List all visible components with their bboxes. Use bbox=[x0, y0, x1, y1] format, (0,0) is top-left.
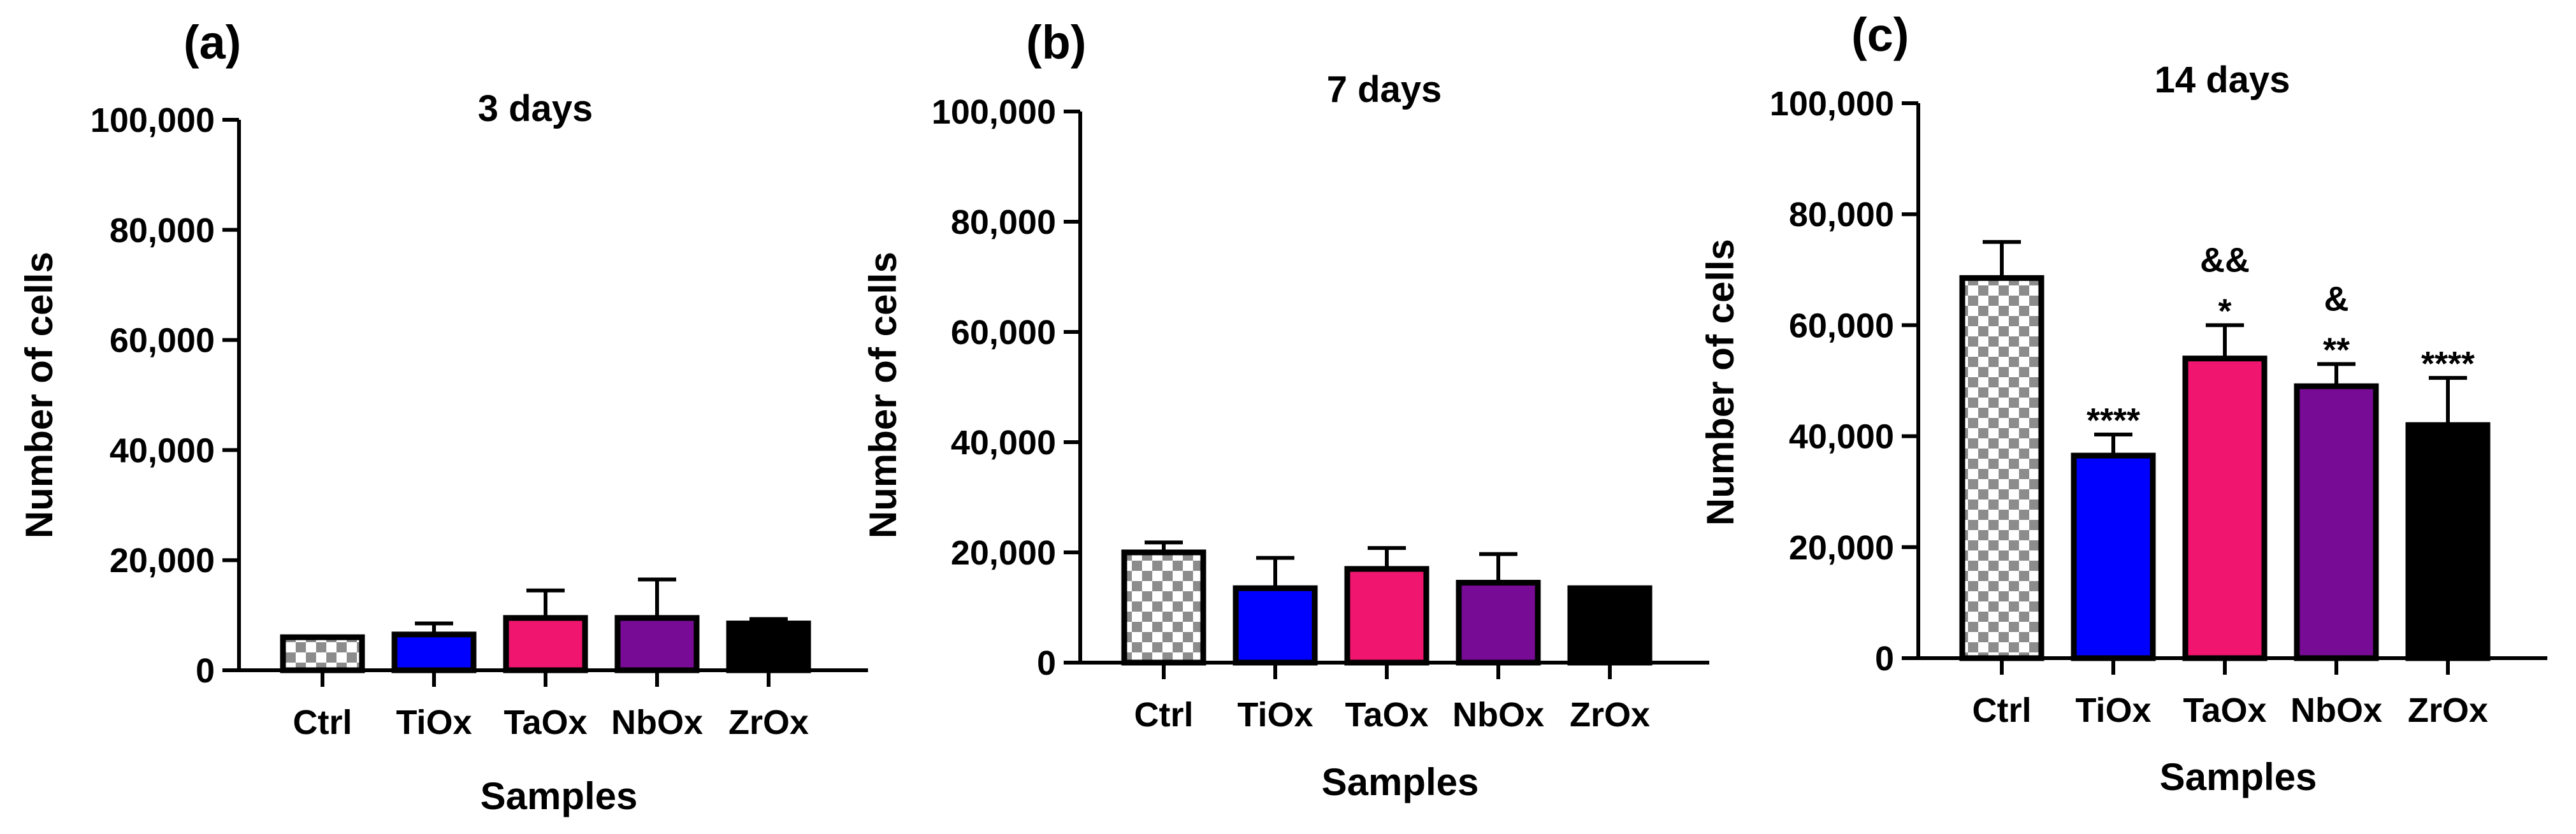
y-tick-label: 100,000 bbox=[932, 93, 1056, 131]
y-tick-label: 60,000 bbox=[110, 322, 215, 360]
x-tick-label: TaOx bbox=[503, 703, 587, 742]
y-tick-label: 60,000 bbox=[1789, 306, 1894, 345]
bar bbox=[614, 615, 700, 673]
panel-a: (a) 3 days Number of cells Samples 0 20,0… bbox=[18, 16, 868, 817]
significance-label: **** bbox=[2087, 401, 2140, 440]
y-tick-label: 0 bbox=[1875, 640, 1894, 678]
significance-label: && bbox=[2200, 241, 2250, 279]
y-tick-label: 100,000 bbox=[90, 101, 215, 140]
y-axis-title-c: Number of cells bbox=[1699, 239, 1742, 526]
y-tick-label: 20,000 bbox=[110, 542, 215, 580]
chart-title-c: 14 days bbox=[2155, 59, 2290, 101]
y-tick-label: 80,000 bbox=[1789, 196, 1894, 234]
bar bbox=[280, 634, 365, 673]
panel-c: (c) 14 days Number of cells Samples 0 20,… bbox=[1699, 8, 2547, 798]
bar bbox=[1344, 566, 1429, 666]
bar bbox=[503, 615, 588, 673]
x-tick-label: NbOx bbox=[1452, 696, 1544, 734]
x-tick-label: Ctrl bbox=[293, 703, 352, 742]
bar bbox=[726, 621, 811, 673]
x-tick-label: NbOx bbox=[2290, 691, 2382, 730]
panel-label-a: (a) bbox=[184, 16, 241, 69]
bar bbox=[1456, 580, 1541, 666]
y-tick-label: 40,000 bbox=[110, 431, 215, 470]
significance-label: & bbox=[2324, 280, 2349, 318]
x-tick-label: TiOx bbox=[1237, 696, 1313, 734]
y-tick-label: 0 bbox=[1037, 644, 1056, 682]
y-tick-label: 0 bbox=[196, 652, 215, 690]
x-tick-label: Ctrl bbox=[1134, 696, 1194, 734]
bar bbox=[1121, 549, 1206, 666]
y-tick-label: 80,000 bbox=[951, 203, 1056, 241]
plot-c: 0 20,000 40,000 60,000 80,000 100,000 Ctrl TiOx… bbox=[1770, 85, 2547, 730]
significance-label: ** bbox=[2323, 331, 2350, 369]
bar bbox=[1567, 585, 1653, 666]
bar bbox=[2405, 422, 2491, 661]
bar bbox=[391, 631, 477, 673]
x-tick-label: ZrOx bbox=[728, 703, 809, 742]
significance-label: * bbox=[2218, 292, 2231, 330]
y-tick-label: 40,000 bbox=[951, 424, 1056, 462]
plot-b: 0 20,000 40,000 60,000 80,000 100,000 Ctrl TiOx… bbox=[932, 93, 1709, 734]
y-tick-label: 80,000 bbox=[110, 212, 215, 250]
panel-b: (b) 7 days Number of cells Samples 0 20,0… bbox=[862, 16, 1709, 803]
bar bbox=[2294, 383, 2379, 661]
x-tick-label: Ctrl bbox=[1972, 691, 2032, 730]
y-axis-title-a: Number of cells bbox=[18, 252, 61, 538]
chart-title-a: 3 days bbox=[478, 88, 593, 129]
x-tick-label: ZrOx bbox=[2408, 691, 2488, 730]
x-tick-label: ZrOx bbox=[1570, 696, 1650, 734]
x-axis-title-c: Samples bbox=[2160, 756, 2317, 798]
x-axis-title-a: Samples bbox=[481, 775, 638, 817]
x-tick-label: TiOx bbox=[396, 703, 472, 742]
bar bbox=[1959, 275, 2044, 661]
y-tick-label: 60,000 bbox=[951, 313, 1056, 352]
y-tick-label: 100,000 bbox=[1770, 85, 1894, 123]
bar bbox=[1233, 585, 1318, 666]
x-tick-label: TaOx bbox=[2183, 691, 2266, 730]
x-tick-label: TiOx bbox=[2075, 691, 2151, 730]
x-tick-label: TaOx bbox=[1345, 696, 1428, 734]
panel-label-c: (c) bbox=[1851, 8, 1909, 61]
chart-title-b: 7 days bbox=[1327, 69, 1442, 110]
y-tick-label: 20,000 bbox=[951, 534, 1056, 572]
bar bbox=[2182, 356, 2268, 661]
y-tick-label: 20,000 bbox=[1789, 529, 1894, 567]
plot-a: 0 20,000 40,000 60,000 80,000 100,000 Ctrl TiOx… bbox=[90, 101, 868, 742]
significance-label: **** bbox=[2421, 345, 2475, 383]
y-tick-label: 40,000 bbox=[1789, 418, 1894, 456]
panel-label-b: (b) bbox=[1026, 16, 1087, 69]
bar bbox=[2071, 452, 2156, 661]
y-axis-title-b: Number of cells bbox=[862, 252, 904, 538]
x-tick-label: NbOx bbox=[611, 703, 703, 742]
x-axis-title-b: Samples bbox=[1322, 761, 1479, 803]
